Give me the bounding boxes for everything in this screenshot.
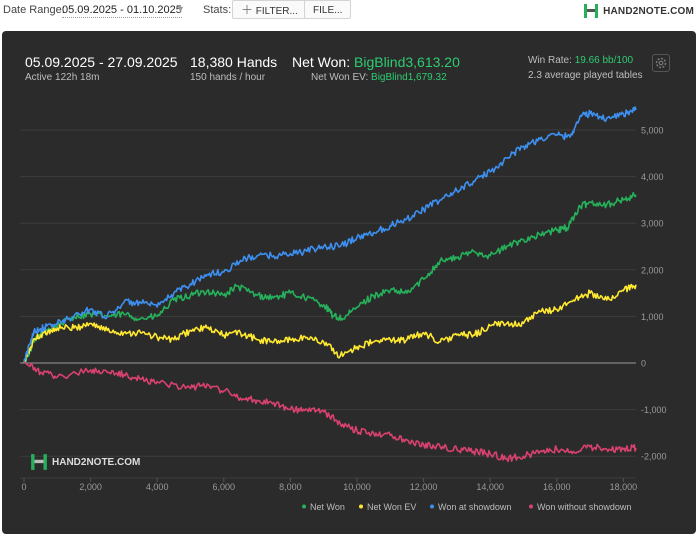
gear-icon bbox=[655, 57, 667, 69]
net-won-ev-label: Net Won EV: bbox=[311, 72, 369, 83]
legend: Net Won Net Won EV Won at showdown Won with… bbox=[302, 502, 631, 512]
x-tick-label: 4,000 bbox=[146, 482, 169, 492]
legend-marker bbox=[529, 504, 533, 509]
period-text: 05.09.2025 - 27.09.2025 bbox=[25, 54, 178, 70]
stats-label: Stats: bbox=[203, 4, 232, 16]
net-won-label: Net Won: bbox=[292, 54, 351, 70]
y-tick-label: 4,000 bbox=[641, 172, 664, 182]
series-line bbox=[23, 283, 637, 364]
file-button[interactable]: FILE... bbox=[304, 0, 352, 19]
gridlines bbox=[20, 129, 636, 482]
x-axis-labels: 0 2,000 4,000 6,000 8,000 10,000 12,000 14,000 1… bbox=[21, 482, 637, 492]
net-won-ev-value: BigBlind1,679.32 bbox=[371, 72, 447, 83]
x-tick-label: 18,000 bbox=[610, 482, 638, 492]
y-tick-label: 0 bbox=[641, 359, 646, 369]
x-tick-label: 12,000 bbox=[410, 482, 438, 492]
settings-button[interactable] bbox=[652, 54, 670, 72]
win-rate-value: 19.66 bb/100 bbox=[574, 55, 634, 66]
y-tick-label: 2,000 bbox=[641, 265, 664, 275]
legend-label: Won without showdown bbox=[537, 502, 631, 512]
toolbar: Date Range: 05.09.2025 - 01.10.2025 ▼ St… bbox=[0, 0, 700, 22]
watermark: HAND2NOTE.COM bbox=[30, 453, 140, 471]
hand2note-logo-icon bbox=[584, 4, 599, 18]
x-tick-label: 14,000 bbox=[476, 482, 504, 492]
chevron-down-icon[interactable]: ▼ bbox=[176, 4, 185, 14]
brand-logo[interactable]: HAND2NOTE.COM bbox=[583, 2, 694, 20]
hands-count: 18,380 Hands bbox=[190, 54, 278, 70]
x-tick-label: 16,000 bbox=[543, 482, 571, 492]
date-range-label: Date Range: bbox=[3, 4, 65, 16]
avg-tables: 2.3 average played tables bbox=[528, 70, 643, 81]
x-tick-label: 6,000 bbox=[213, 482, 236, 492]
series-line bbox=[23, 106, 637, 364]
y-tick-label: -1,000 bbox=[641, 405, 667, 415]
y-axis-labels: 5,000 4,000 3,000 2,000 1,000 0 -1,000 -2,000 bbox=[641, 126, 667, 462]
y-tick-label: -2,000 bbox=[641, 452, 667, 462]
legend-label: Net Won bbox=[310, 502, 345, 512]
x-tick-label: 10,000 bbox=[343, 482, 371, 492]
series-line bbox=[23, 191, 637, 364]
plus-icon: ＋ bbox=[241, 3, 254, 17]
hands-rate: 150 hands / hour bbox=[190, 72, 266, 83]
series-line bbox=[23, 361, 637, 463]
active-time: Active 122h 18m bbox=[25, 72, 100, 83]
x-tick-label: 8,000 bbox=[279, 482, 302, 492]
date-range-select[interactable]: 05.09.2025 - 01.10.2025 bbox=[62, 4, 182, 18]
filter-button-label: FILTER... bbox=[255, 6, 298, 17]
file-button-label: FILE... bbox=[313, 5, 343, 16]
y-tick-label: 5,000 bbox=[641, 126, 664, 136]
win-rate-label: Win Rate: bbox=[528, 55, 572, 66]
net-won-ev-summary: Net Won EV: BigBlind1,679.32 bbox=[311, 72, 447, 83]
filter-button[interactable]: ＋ FILTER... bbox=[232, 0, 307, 19]
legend-marker bbox=[302, 504, 306, 509]
y-tick-label: 1,000 bbox=[641, 312, 664, 322]
series-lines bbox=[23, 106, 637, 463]
brand-text: HAND2NOTE.COM bbox=[603, 5, 694, 17]
hand2note-watermark-icon bbox=[31, 454, 47, 470]
net-won-summary: Net Won: BigBlind3,613.20 bbox=[292, 54, 460, 70]
win-rate: Win Rate: 19.66 bb/100 bbox=[528, 55, 633, 66]
watermark-text: HAND2NOTE.COM bbox=[52, 456, 141, 468]
y-tick-label: 3,000 bbox=[641, 219, 664, 229]
legend-marker bbox=[430, 504, 434, 509]
legend-label: Net Won EV bbox=[367, 502, 416, 512]
legend-marker bbox=[359, 504, 363, 509]
x-tick-label: 0 bbox=[21, 482, 26, 492]
net-won-value: BigBlind3,613.20 bbox=[354, 54, 460, 70]
x-tick-label: 2,000 bbox=[79, 482, 102, 492]
legend-label: Won at showdown bbox=[438, 502, 511, 512]
